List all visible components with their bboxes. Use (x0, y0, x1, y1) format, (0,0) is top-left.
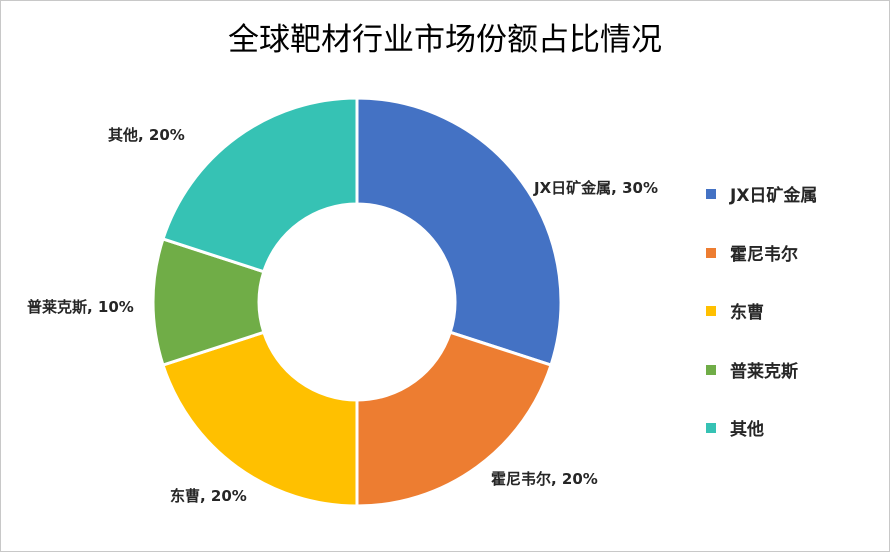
donut-slice-other (161, 96, 359, 274)
legend-swatch-praxair (706, 364, 716, 375)
legend-label-jx: JX日矿金属 (730, 186, 818, 206)
legend-label-tosoh: 东曹 (730, 303, 764, 323)
data-label-jx: JX日矿金属, 30% (534, 179, 658, 197)
data-label-other: 其他, 20% (108, 126, 185, 144)
legend-swatch-honeywell (706, 247, 716, 258)
legend-label-praxair: 普莱克斯 (730, 361, 798, 382)
legend-swatch-tosoh (706, 306, 716, 316)
legend-label-honeywell: 霍尼韦尔 (730, 244, 798, 265)
data-label-honeywell: 霍尼韦尔, 20% (491, 470, 598, 488)
data-label-tosoh: 东曹, 20% (170, 487, 247, 505)
data-label-praxair: 普莱克斯, 10% (27, 298, 134, 316)
legend-swatch-other (706, 423, 716, 433)
donut-slice-jx (355, 96, 563, 367)
legend-swatch-jx (706, 189, 716, 199)
donut-slice-tosoh (161, 330, 359, 508)
chart-title: 全球靶材行业市场份额占比情况 (228, 22, 662, 58)
legend-label-other: 其他 (730, 420, 764, 440)
donut-slice-honeywell (355, 330, 553, 508)
